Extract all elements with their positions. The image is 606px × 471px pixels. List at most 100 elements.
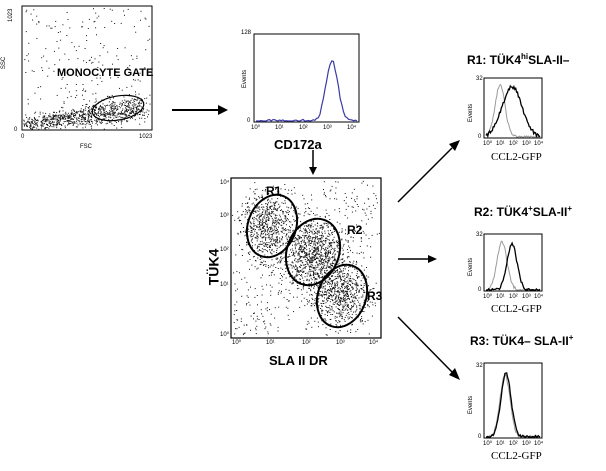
scatter1-event-dot — [102, 47, 104, 49]
arrow-to-r1 — [397, 140, 460, 203]
scatter2-event-dot — [352, 301, 354, 303]
scatter1-event-dot — [58, 120, 60, 122]
scatter2-event-dot — [296, 239, 298, 241]
scatter2-event-dot — [334, 259, 335, 261]
scatter1-event-dot — [53, 121, 55, 123]
scatter2-event-dot — [266, 307, 268, 309]
r3-x-tick: 10¹ — [496, 441, 505, 447]
r2-title-main: R2: TÜK4 — [474, 205, 529, 219]
scatter1-event-dot — [125, 105, 126, 106]
scatter2-event-dot — [357, 299, 359, 301]
scatter2-event-dot — [331, 288, 333, 289]
scatter2-event-dot — [318, 232, 320, 234]
scatter2-event-dot — [310, 290, 312, 292]
scatter2-event-dot — [359, 307, 361, 309]
scatter2-event-dot — [269, 238, 271, 240]
scatter2-event-dot — [327, 255, 329, 257]
scatter2-event-dot — [315, 247, 317, 249]
scatter1-event-dot — [120, 22, 122, 24]
scatter2-event-dot — [317, 299, 319, 301]
scatter2-event-dot — [256, 210, 258, 212]
scatter2-event-dot — [317, 251, 319, 253]
scatter2-event-dot — [268, 267, 269, 269]
scatter2-event-dot — [353, 302, 355, 304]
scatter2-event-dot — [345, 308, 347, 310]
scatter1-event-dot — [34, 126, 36, 128]
scatter2-event-dot — [351, 211, 353, 213]
scatter2-event-dot — [361, 318, 363, 320]
scatter2-event-dot — [324, 318, 326, 320]
scatter2-event-dot — [319, 244, 321, 246]
scatter2-event-dot — [275, 267, 277, 268]
scatter1-event-dot — [49, 126, 51, 127]
scatter2-event-dot — [314, 291, 316, 293]
scatter2-event-dot — [336, 275, 338, 277]
scatter2-event-dot — [347, 294, 349, 295]
scatter1-event-dot — [129, 65, 131, 67]
scatter1-event-dot — [114, 107, 116, 109]
scatter2-event-dot — [246, 206, 248, 208]
scatter2-event-dot — [286, 233, 288, 235]
scatter2-event-dot — [330, 243, 332, 245]
scatter1-event-dot — [124, 99, 126, 101]
scatter2-event-dot — [340, 253, 341, 255]
scatter1-event-dot — [47, 124, 48, 126]
scatter2-event-dot — [362, 294, 364, 296]
scatter2-event-dot — [308, 259, 309, 260]
scatter2-event-dot — [317, 238, 319, 240]
scatter2-event-dot — [314, 214, 316, 216]
scatter2-event-dot — [314, 246, 315, 248]
scatter2-event-dot — [252, 217, 254, 219]
scatter2-event-dot — [352, 295, 354, 297]
scatter1-event-dot — [44, 128, 46, 130]
scatter2-event-dot — [325, 195, 326, 196]
scatter1-event-dot — [96, 17, 98, 19]
scatter2-event-dot — [267, 198, 269, 200]
scatter2-event-dot — [282, 243, 284, 245]
scatter2-event-dot — [363, 232, 365, 234]
scatter1-event-dot — [73, 46, 75, 48]
scatter1-event-dot — [140, 111, 142, 112]
scatter2-event-dot — [314, 224, 316, 226]
scatter2-event-dot — [278, 261, 280, 263]
scatter2-event-dot — [316, 248, 318, 250]
scatter2-event-dot — [322, 235, 324, 237]
scatter2-event-dot — [281, 253, 283, 255]
scatter2-event-dot — [260, 215, 262, 217]
scatter2-event-dot — [329, 190, 331, 192]
scatter2-event-dot — [292, 250, 294, 252]
scatter1-event-dot — [117, 48, 119, 49]
scatter2-event-dot — [291, 254, 293, 256]
scatter2-event-dot — [246, 324, 248, 326]
scatter2-event-dot — [358, 304, 360, 306]
scatter2-event-dot — [280, 218, 282, 220]
scatter2-event-dot — [317, 287, 319, 289]
scatter2-event-dot — [242, 227, 244, 228]
scatter2-event-dot — [308, 265, 310, 267]
scatter2-event-dot — [263, 236, 265, 238]
scatter2-event-dot — [263, 249, 265, 251]
scatter1-event-dot — [132, 111, 134, 113]
scatter1-event-dot — [120, 121, 122, 123]
scatter1-event-dot — [123, 119, 125, 121]
scatter2-event-dot — [316, 225, 318, 227]
scatter2-event-dot — [272, 220, 274, 222]
scatter1-event-dot — [60, 39, 62, 41]
scatter2-event-dot — [256, 199, 258, 200]
scatter2-event-dot — [315, 228, 317, 229]
scatter2-event-dot — [314, 278, 316, 280]
scatter2-event-dot — [265, 218, 267, 220]
scatter1-event-dot — [124, 102, 126, 104]
scatter1-event-dot — [121, 116, 123, 118]
scatter2-event-dot — [257, 220, 259, 222]
scatter2-event-dot — [321, 234, 323, 236]
scatter2-event-dot — [332, 303, 334, 305]
scatter1-event-dot — [27, 98, 29, 100]
scatter2-event-dot — [304, 242, 306, 244]
scatter2-event-dot — [296, 288, 298, 290]
scatter2-event-dot — [264, 190, 266, 192]
scatter2-event-dot — [353, 230, 355, 232]
scatter2-event-dot — [313, 273, 315, 275]
scatter1-event-dot — [43, 123, 45, 124]
scatter2-event-dot — [279, 214, 281, 216]
